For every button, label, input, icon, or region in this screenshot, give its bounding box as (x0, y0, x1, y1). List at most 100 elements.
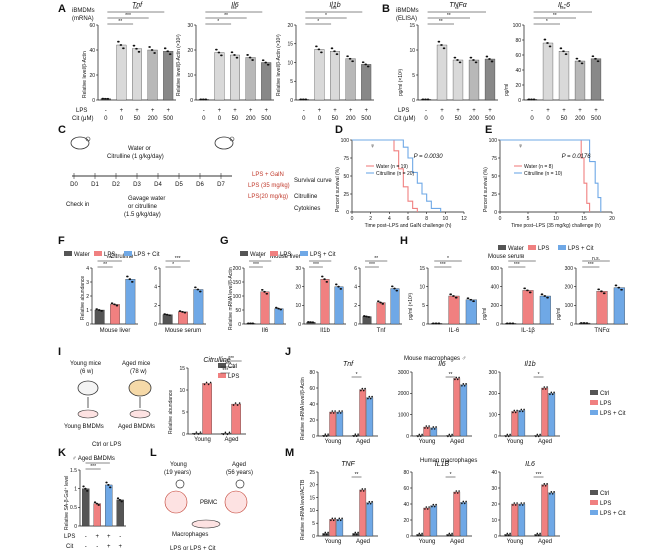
chart-d: 0 2 4 6 8 10 12 0 25 50 75 100 Water (n = 19)Citrull… (335, 138, 467, 229)
y-tick-label: 600 (491, 266, 500, 272)
x-axis-label: Tnf (377, 328, 386, 334)
y-tick-label: 75 (343, 156, 349, 162)
dish-aged (129, 409, 151, 419)
data-point (539, 532, 541, 535)
day-label: D5 (175, 182, 183, 188)
bar (558, 51, 570, 101)
x-axis-label: TNFα (594, 328, 610, 334)
y-tick-label: 10 (179, 388, 185, 394)
data-point (354, 433, 357, 436)
data-point (113, 303, 116, 306)
sig-label: ** (455, 7, 459, 13)
data-point (167, 50, 169, 53)
mouse-icon-aged (128, 379, 152, 397)
panel-c-schematic: Water or Citrulline (1 g/kg/day) D0 D1 D2 D… (66, 136, 332, 218)
y-tick-label: 6 (354, 266, 357, 272)
x-tick-label: 12 (461, 216, 467, 222)
y-tick-label: 60 (403, 486, 409, 492)
legend-swatch (94, 251, 102, 256)
data-point (425, 425, 428, 427)
data-point (450, 293, 452, 296)
panel-b-row-cit: Cit (μM) (394, 116, 415, 122)
sig-label: *** (440, 262, 446, 268)
sig-label: *** (313, 262, 319, 268)
y-tick-label: 0 (518, 98, 521, 104)
bar (362, 316, 372, 325)
panel-m-ylabel: Relative mRNA level/ACTB (300, 479, 306, 540)
data-point (117, 40, 120, 43)
cit-mark: 50 (561, 116, 568, 122)
data-point (309, 321, 312, 324)
cit-mark: + (118, 544, 122, 550)
data-point (379, 301, 382, 304)
data-point (222, 433, 225, 436)
x-tick-label: Aged (356, 439, 370, 445)
y-tick-label: 20 (287, 23, 293, 29)
data-point (365, 63, 367, 66)
data-point (475, 61, 478, 64)
data-point (455, 490, 458, 492)
data-point (209, 381, 212, 384)
data-point (84, 487, 87, 490)
y-axis-label: Percent survival (%) (335, 167, 341, 212)
bar (430, 505, 438, 537)
data-point (331, 47, 334, 50)
lps-mark: + (349, 108, 353, 114)
chart-title: Tnf (132, 2, 143, 9)
data-point (365, 315, 368, 318)
y-tick-label: 30 (491, 486, 497, 492)
bar (416, 534, 424, 537)
data-point (547, 296, 549, 299)
data-point (509, 532, 511, 535)
data-point (424, 98, 427, 101)
chart-m3: 0 10 20 30 40 Young Aged IL6*** (491, 461, 560, 545)
sig-label: * (259, 256, 261, 262)
bar (504, 435, 512, 437)
data-point (597, 60, 600, 63)
sig-label: *** (175, 256, 181, 262)
legend-label: Water (508, 246, 524, 252)
bar (352, 435, 360, 437)
legend-swatch (590, 400, 598, 405)
bar (446, 534, 454, 537)
legend-label: Water (n = 19) (376, 164, 408, 170)
y-tick-label: 4 (154, 284, 157, 290)
bar (231, 403, 241, 435)
treatment-rows-a1: - + + + +0 0 50 200 500 (104, 108, 174, 122)
data-point (424, 508, 426, 510)
bar (110, 304, 120, 325)
x-axis-label: Time post–LPS and GalN challenge (h) (365, 223, 452, 229)
data-point (331, 517, 334, 520)
cit-mark: 0 (440, 116, 444, 122)
data-point (509, 322, 512, 325)
survival-line (500, 139, 602, 212)
chart-g2: 0 10 20 30 Il1b **** (295, 256, 346, 334)
treatment-rows-a2: - + + + +0 0 50 200 500 (202, 108, 272, 122)
data-point (550, 391, 553, 394)
bar (116, 499, 124, 527)
y-tick-label: 0 (570, 322, 573, 328)
legend-swatch (528, 245, 536, 250)
panel-l-young-line1: Young (170, 462, 187, 468)
y-tick-label: 20 (309, 418, 315, 424)
data-point (507, 435, 510, 438)
data-point (368, 316, 371, 318)
data-point (454, 378, 456, 381)
data-point (335, 283, 338, 286)
cit-mark: 0 (424, 116, 428, 122)
data-point (238, 402, 241, 404)
data-point (332, 519, 335, 522)
sig-label: *** (536, 472, 542, 478)
data-point (382, 302, 385, 305)
data-point (451, 433, 453, 436)
data-point (393, 287, 396, 290)
y-tick-label: 2 (154, 303, 157, 309)
data-point (583, 322, 586, 324)
data-point (371, 395, 373, 398)
data-point (524, 287, 526, 290)
data-point (461, 502, 463, 505)
sig-label: *** (253, 262, 259, 268)
data-point (247, 54, 249, 56)
data-point (236, 404, 239, 406)
x-tick-label: Aged (538, 439, 552, 445)
